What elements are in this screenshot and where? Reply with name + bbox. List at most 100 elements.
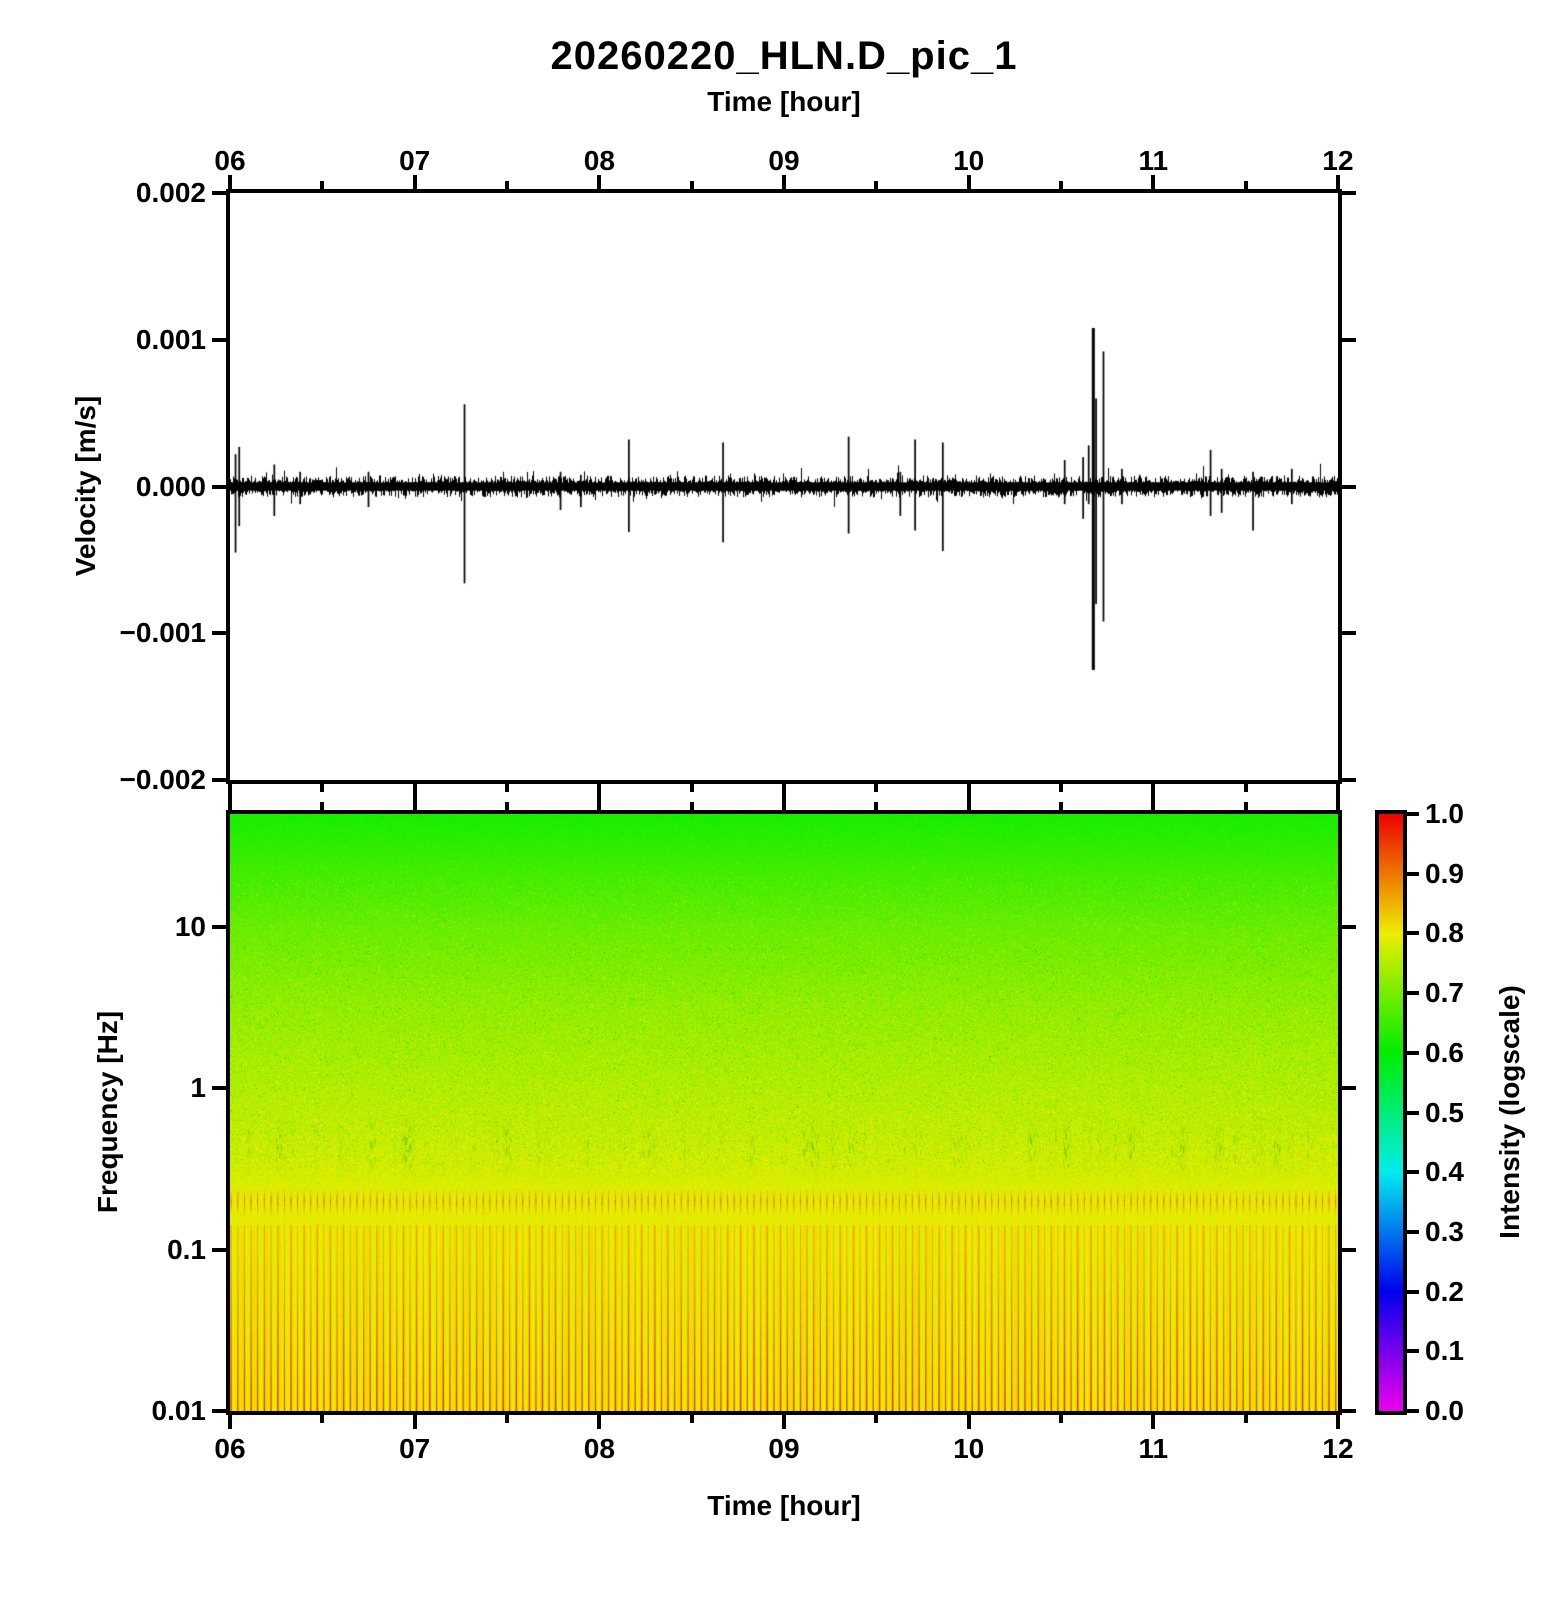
spectrogram-canvas (230, 814, 1338, 1411)
x-minor-tick (874, 784, 879, 792)
colorbar-tick (1407, 1229, 1419, 1234)
x-minor-tick (320, 181, 325, 189)
velocity-tick-label: −0.002 (119, 764, 206, 795)
frequency-tick-label: 1 (190, 1072, 206, 1104)
x-minor-tick (505, 802, 509, 810)
colorbar-tick-label: 0.9 (1425, 857, 1464, 889)
x-major-tick (228, 1415, 232, 1429)
spectrogram-x-tick-label: 07 (399, 1433, 431, 1464)
colorbar-tick (1407, 1170, 1419, 1175)
x-major-tick (597, 784, 602, 798)
x-minor-tick (1243, 1415, 1248, 1423)
top-xaxis-title: Time [hour] (707, 86, 861, 117)
frequency-tick (212, 1409, 226, 1413)
x-minor-tick (689, 802, 694, 810)
x-major-tick (597, 1415, 602, 1429)
waveform-canvas (230, 193, 1338, 780)
waveform-x-tick-label: 08 (583, 145, 615, 176)
x-minor-tick (874, 802, 879, 810)
x-minor-tick (505, 181, 509, 189)
velocity-tick (1342, 191, 1356, 195)
spectrogram-x-tick-label: 10 (953, 1433, 985, 1464)
frequency-tick (1342, 1247, 1356, 1252)
x-major-tick (1336, 784, 1340, 798)
colorbar-tick (1407, 1349, 1419, 1354)
x-minor-tick (320, 784, 325, 792)
frequency-tick (1342, 924, 1356, 929)
colorbar-tick (1407, 1050, 1419, 1055)
velocity-tick-label: 0.000 (135, 470, 206, 502)
colorbar-tick (1407, 1110, 1419, 1115)
colorbar-tick (1407, 991, 1419, 996)
spectrogram-plot (226, 810, 1342, 1415)
x-major-tick (966, 796, 971, 810)
colorbar-tick (1407, 871, 1419, 876)
colorbar-tick-label: 0.7 (1425, 977, 1464, 1009)
velocity-tick (212, 191, 226, 195)
x-major-tick (597, 796, 602, 810)
colorbar-tick-label: 0.8 (1425, 917, 1464, 949)
x-major-tick (966, 784, 971, 798)
waveform-x-tick-label: 06 (214, 145, 246, 176)
waveform-x-tick-label: 11 (1138, 145, 1169, 176)
velocity-tick (212, 631, 226, 636)
x-major-tick (228, 175, 232, 189)
x-minor-tick (1059, 181, 1063, 189)
velocity-tick (212, 484, 226, 489)
x-minor-tick (874, 181, 879, 189)
frequency-axis-title: Frequency [Hz] (92, 1010, 123, 1214)
velocity-tick-label: 0.001 (135, 323, 206, 355)
velocity-tick-label: −0.001 (119, 617, 206, 649)
x-major-tick (1151, 175, 1156, 189)
x-major-tick (782, 1415, 786, 1429)
x-major-tick (1151, 784, 1156, 798)
x-major-tick (1336, 175, 1340, 189)
spectrogram-x-tick-label: 12 (1322, 1433, 1354, 1464)
frequency-tick (212, 924, 226, 929)
spectrogram-x-tick-label: 11 (1138, 1433, 1169, 1464)
colorbar-tick (1407, 1409, 1419, 1413)
colorbar-tick-label: 1.0 (1425, 798, 1464, 829)
colorbar-tick-label: 0.0 (1425, 1395, 1464, 1426)
x-minor-tick (689, 784, 694, 792)
x-major-tick (1151, 1415, 1156, 1429)
x-major-tick (228, 784, 232, 798)
x-major-tick (966, 1415, 971, 1429)
x-major-tick (1336, 1415, 1340, 1429)
velocity-tick (1342, 631, 1356, 636)
x-major-tick (782, 784, 786, 798)
waveform-plot (226, 189, 1342, 784)
colorbar-tick-label: 0.2 (1425, 1275, 1464, 1307)
x-major-tick (412, 1415, 417, 1429)
spectrogram-x-tick-label: 06 (214, 1433, 246, 1464)
velocity-tick-label: 0.002 (135, 177, 206, 208)
waveform-x-tick-label: 09 (768, 145, 800, 176)
waveform-x-tick-label: 12 (1322, 145, 1354, 176)
bottom-xaxis-title: Time [hour] (707, 1490, 861, 1521)
velocity-tick (1342, 778, 1356, 782)
frequency-tick (212, 1086, 226, 1091)
colorbar-tick-label: 0.1 (1425, 1335, 1464, 1367)
x-major-tick (782, 796, 786, 810)
colorbar-tick (1407, 931, 1419, 936)
colorbar-tick (1407, 812, 1419, 816)
frequency-tick-label: 0.1 (167, 1233, 206, 1265)
x-minor-tick (1243, 181, 1248, 189)
frequency-tick-label: 10 (174, 910, 206, 942)
x-minor-tick (320, 1415, 325, 1423)
x-minor-tick (689, 1415, 694, 1423)
spectrogram-x-tick-label: 08 (583, 1433, 615, 1464)
x-major-tick (966, 175, 971, 189)
colorbar-tick-label: 0.4 (1425, 1156, 1464, 1188)
x-minor-tick (505, 1415, 509, 1423)
x-minor-tick (1059, 802, 1063, 810)
velocity-tick (1342, 337, 1356, 342)
x-minor-tick (1243, 802, 1248, 810)
colorbar-tick-label: 0.6 (1425, 1036, 1464, 1068)
page-title: 20260220_HLN.D_pic_1 (550, 34, 1018, 78)
x-minor-tick (1059, 784, 1063, 792)
frequency-tick (212, 1247, 226, 1252)
colorbar (1375, 810, 1407, 1415)
colorbar-tick-label: 0.3 (1425, 1215, 1464, 1247)
